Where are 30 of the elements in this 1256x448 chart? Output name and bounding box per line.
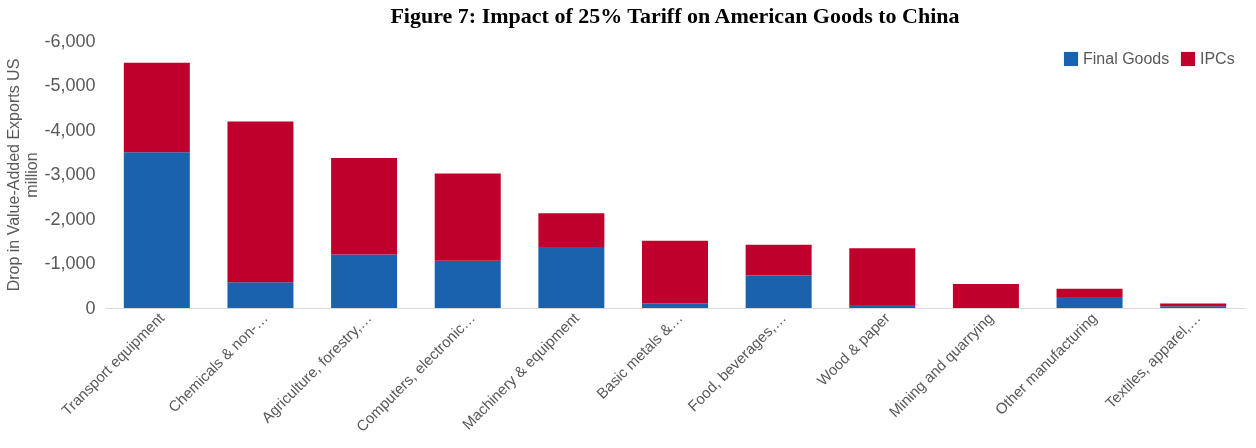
bar	[952, 283, 1019, 308]
bar	[331, 254, 398, 308]
bar	[1056, 296, 1123, 308]
bar	[849, 304, 916, 308]
bar	[434, 173, 501, 261]
bar	[227, 121, 294, 283]
bar	[642, 303, 708, 308]
y-tick-label: -1,000	[44, 253, 96, 273]
y-axis-title: Drop in Value-Added Exports US million	[5, 58, 41, 292]
bar	[227, 282, 294, 308]
bar	[642, 240, 708, 304]
bar	[849, 248, 916, 305]
legend-label: IPCs	[1200, 50, 1235, 67]
y-tick-label: -6,000	[44, 30, 96, 51]
bar	[538, 247, 605, 308]
bar	[123, 152, 190, 308]
bar	[434, 260, 501, 308]
bar	[1056, 288, 1123, 297]
legend-label: Final Goods	[1083, 50, 1170, 67]
y-tick-label: -4,000	[44, 119, 96, 140]
y-tick-label: 0	[85, 297, 96, 318]
y-tick-label: -3,000	[44, 164, 96, 184]
bar	[538, 213, 605, 248]
bar	[331, 158, 398, 255]
bar	[745, 244, 812, 276]
y-tick-label: -2,000	[44, 208, 96, 229]
bar	[123, 62, 190, 153]
bar	[745, 275, 812, 308]
chart-title: Figure 7: Impact of 25% Tariff on American Goods to China	[390, 3, 960, 28]
y-tick-label: -5,000	[44, 75, 96, 95]
